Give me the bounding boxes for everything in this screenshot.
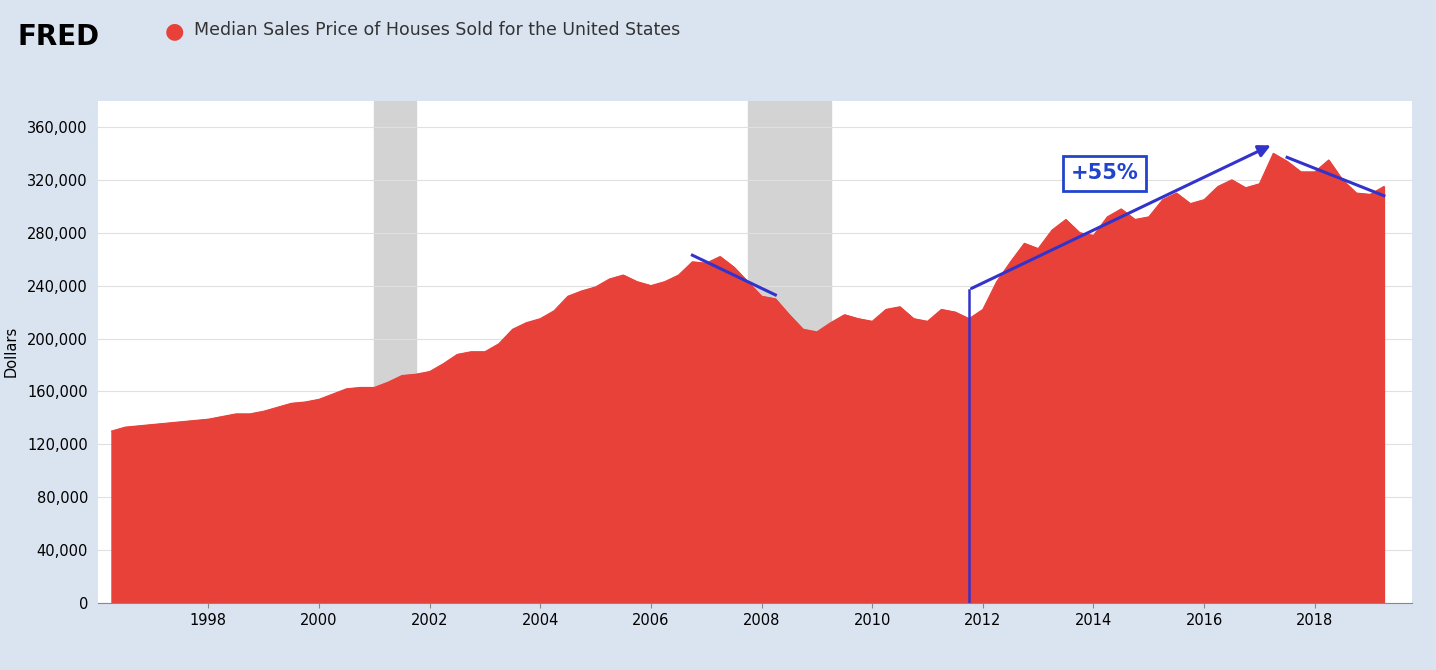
Text: Median Sales Price of Houses Sold for the United States: Median Sales Price of Houses Sold for th…: [194, 21, 681, 40]
Text: +55%: +55%: [1071, 163, 1139, 183]
Text: FRED: FRED: [17, 23, 99, 52]
Bar: [748, 100, 830, 603]
Y-axis label: Dollars: Dollars: [4, 326, 19, 377]
Text: ●: ●: [165, 21, 184, 42]
Bar: [375, 100, 416, 603]
